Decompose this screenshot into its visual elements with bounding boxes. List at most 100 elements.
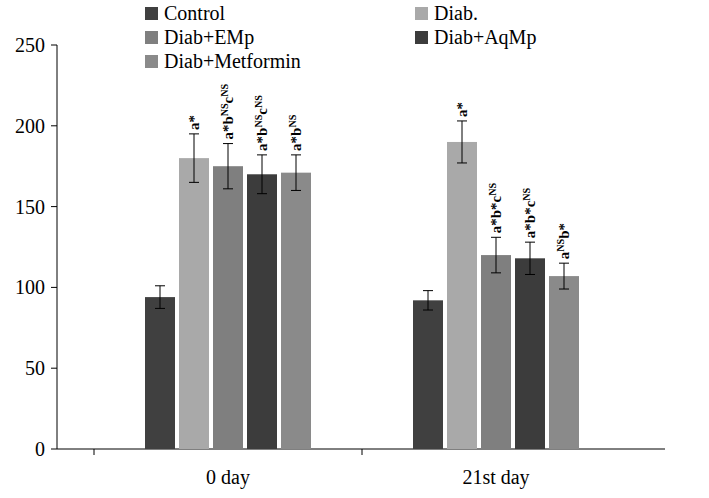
- error-bar: [559, 263, 569, 289]
- error-bar: [155, 286, 165, 309]
- legend-label: Diab+EMp: [164, 26, 254, 49]
- error-cap: [457, 162, 467, 163]
- annotation-part: a*b: [254, 128, 270, 151]
- bar: [549, 276, 579, 449]
- error-cap: [559, 289, 569, 290]
- error-stem: [462, 121, 463, 163]
- legend-label: Diab+Metformin: [164, 50, 301, 72]
- annotation-part: a*: [186, 115, 202, 130]
- y-tick: [51, 287, 57, 288]
- error-bar: [257, 155, 267, 194]
- annotation-part: a*b: [288, 128, 304, 151]
- error-bar: [423, 291, 433, 310]
- y-tick-label: 0: [35, 438, 45, 460]
- y-tick: [51, 45, 57, 46]
- error-cap: [423, 310, 433, 311]
- legend-label: Diab.: [434, 2, 478, 24]
- error-cap: [525, 274, 535, 275]
- error-cap: [457, 120, 467, 121]
- annotation-part: NS: [219, 84, 230, 97]
- annotation-part: NS: [521, 187, 532, 200]
- bar: [213, 166, 243, 449]
- error-cap: [559, 263, 569, 264]
- error-cap: [189, 182, 199, 183]
- bar: [145, 297, 175, 449]
- error-cap: [291, 154, 301, 155]
- bar: [515, 258, 545, 449]
- error-stem: [428, 291, 429, 310]
- y-axis: [57, 45, 58, 449]
- annotation-part: a*b*c: [488, 195, 504, 233]
- x-tick: [362, 449, 363, 455]
- error-cap: [491, 272, 501, 273]
- annotation-part: NS: [555, 238, 566, 251]
- x-tick: [94, 449, 95, 455]
- annotation-part: NS: [219, 103, 230, 116]
- y-tick-label: 50: [25, 357, 45, 379]
- annotation-part: b*: [556, 223, 572, 239]
- error-cap: [155, 285, 165, 286]
- bar: [447, 142, 477, 449]
- annotation-part: a*b*c: [522, 200, 538, 238]
- error-cap: [257, 154, 267, 155]
- error-bar: [457, 121, 467, 163]
- error-cap: [257, 193, 267, 194]
- annotation: a*bNS: [287, 114, 305, 151]
- error-cap: [491, 237, 501, 238]
- y-tick-label: 150: [15, 196, 45, 218]
- annotation: aNSb*: [555, 223, 573, 259]
- y-tick: [51, 449, 57, 450]
- bar: [413, 300, 443, 449]
- y-tick-label: 250: [15, 34, 45, 56]
- bar: [179, 158, 209, 449]
- error-stem: [160, 286, 161, 309]
- error-cap: [423, 290, 433, 291]
- error-cap: [189, 133, 199, 134]
- bar: [481, 255, 511, 449]
- error-stem: [530, 242, 531, 274]
- error-stem: [194, 134, 195, 182]
- error-bar: [223, 144, 233, 189]
- annotation-part: a*: [454, 102, 470, 117]
- annotation-part: a*b: [220, 116, 236, 139]
- error-stem: [496, 237, 497, 273]
- bar: [281, 173, 311, 449]
- legend-label: Diab+AqMp: [434, 26, 536, 49]
- error-bar: [525, 242, 535, 274]
- error-stem: [296, 155, 297, 191]
- x-tick-label: 0 day: [206, 466, 250, 489]
- error-stem: [564, 263, 565, 289]
- error-bar: [491, 237, 501, 273]
- y-tick-label: 100: [15, 276, 45, 298]
- y-tick: [51, 125, 57, 126]
- annotation: a*bNScNS: [253, 95, 271, 151]
- legend-swatch: [415, 31, 428, 44]
- bar: [247, 174, 277, 449]
- legend-swatch: [145, 31, 158, 44]
- annotation-part: NS: [253, 95, 264, 108]
- annotation: a*b*cNS: [487, 183, 505, 234]
- error-stem: [228, 144, 229, 189]
- annotation: a*bNScNS: [219, 84, 237, 140]
- marks: [145, 121, 579, 449]
- legend-swatch: [145, 55, 158, 68]
- error-cap: [155, 308, 165, 309]
- annotation: a*: [454, 102, 470, 117]
- x-tick-label: 21st day: [462, 466, 529, 489]
- annotation-part: NS: [253, 114, 264, 127]
- error-cap: [223, 143, 233, 144]
- annotation: a*: [186, 115, 202, 130]
- error-bar: [291, 155, 301, 191]
- y-tick: [51, 368, 57, 369]
- error-stem: [262, 155, 263, 194]
- legend-swatch: [415, 7, 428, 20]
- error-bar: [189, 134, 199, 182]
- error-cap: [525, 242, 535, 243]
- legend-label: Control: [164, 2, 226, 24]
- annotation-part: NS: [487, 183, 498, 196]
- annotation: a*b*cNS: [521, 187, 539, 238]
- y-tick-label: 200: [15, 115, 45, 137]
- error-cap: [223, 188, 233, 189]
- error-cap: [291, 190, 301, 191]
- legend-swatch: [145, 7, 158, 20]
